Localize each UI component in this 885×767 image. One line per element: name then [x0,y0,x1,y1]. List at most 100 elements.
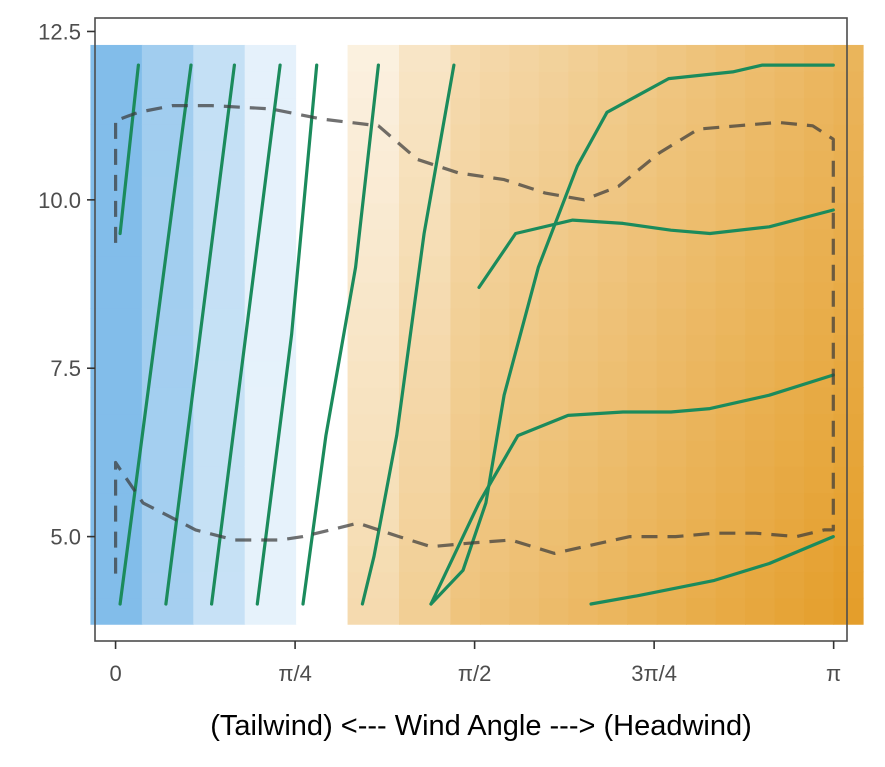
heatmap-cell [833,413,864,441]
heatmap-cell [597,281,628,309]
heatmap-cell [833,492,864,520]
heatmap-cell [141,413,194,441]
heatmap-cell [141,518,194,546]
heatmap-cell [538,334,569,362]
heatmap-cell [774,466,805,494]
heatmap-cell [833,571,864,599]
heatmap-cell [479,360,510,388]
heatmap-cell [745,71,776,99]
heatmap-cell [399,44,452,72]
heatmap-cell [538,123,569,151]
heatmap-cell [745,360,776,388]
heatmap-cell [627,518,658,546]
heatmap-cell [568,281,599,309]
heatmap-cell [479,308,510,336]
heatmap-cell [656,466,687,494]
heatmap-cell [90,597,143,625]
heatmap-cell [450,308,481,336]
heatmap-cell [715,44,746,72]
heatmap-cell [627,308,658,336]
heatmap-cell [296,150,349,178]
heatmap-cell [509,123,540,151]
heatmap-cell [450,202,481,230]
heatmap-cell [774,518,805,546]
heatmap-cell [509,466,540,494]
heatmap-cell [479,571,510,599]
heatmap-cell [804,387,835,415]
heatmap-cell [399,413,452,441]
x-axis: 0 π/4 π/2 3π/4 π [109,641,841,686]
heatmap-cell [193,71,246,99]
heatmap-cell [715,597,746,625]
heatmap-cell [509,97,540,125]
heatmap-cell [450,255,481,283]
heatmap-cell [296,387,349,415]
heatmap-cell [141,545,194,573]
heatmap-cell [244,439,297,467]
heatmap-cell [686,97,717,125]
heatmap-cell [450,387,481,415]
heatmap-cell [597,44,628,72]
heatmap-cell [141,150,194,178]
heatmap-cell [141,308,194,336]
heatmap-cell [597,229,628,257]
heatmap-cell [568,71,599,99]
heatmap-cell [141,71,194,99]
heatmap-cell [597,466,628,494]
heatmap-cell [450,44,481,72]
heatmap-cell [347,518,400,546]
heatmap-cell [479,334,510,362]
heatmap-cell [347,281,400,309]
heatmap-cell [141,123,194,151]
heatmap-cell [804,281,835,309]
heatmap-cell [833,229,864,257]
heatmap-cell [745,229,776,257]
heatmap-cell [686,360,717,388]
heatmap-cell [296,360,349,388]
heatmap-cell [833,281,864,309]
heatmap-cell [538,492,569,520]
heatmap-cell [627,545,658,573]
heatmap-cell [804,334,835,362]
y-tick-label: 5.0 [50,525,81,550]
heatmap-cell [627,466,658,494]
heatmap-cell [509,518,540,546]
heatmap-cell [597,202,628,230]
heatmap-cell [715,360,746,388]
heatmap-cell [347,413,400,441]
heatmap-cell [745,176,776,204]
heatmap-cell [538,439,569,467]
heatmap-cell [774,360,805,388]
heatmap-cell [597,334,628,362]
heatmap-cell [686,281,717,309]
heatmap-cell [141,255,194,283]
heatmap-cell [568,202,599,230]
heatmap-cell [90,255,143,283]
heatmap-cell [479,71,510,99]
heatmap-cell [686,44,717,72]
contour-line [164,63,236,606]
heatmap-cell [715,150,746,178]
heatmap-cell [193,123,246,151]
heatmap-cell [774,255,805,283]
heatmap-cell [538,466,569,494]
heatmap-cell [479,97,510,125]
heatmap-cell [774,123,805,151]
contour-line [477,208,835,289]
heatmap-cell [715,255,746,283]
heatmap-cell [568,466,599,494]
heatmap-cell [399,518,452,546]
heatmap-cell [745,255,776,283]
heatmap-cell [568,571,599,599]
heatmap-cell [597,492,628,520]
heatmap-cell [627,597,658,625]
heatmap-cell [399,439,452,467]
heatmap-cell [244,71,297,99]
heatmap-cell [347,387,400,415]
heatmap-cell [804,413,835,441]
heatmap-cell [90,387,143,415]
heatmap-cell [244,518,297,546]
heatmap-cell [568,97,599,125]
heatmap-cell [715,413,746,441]
